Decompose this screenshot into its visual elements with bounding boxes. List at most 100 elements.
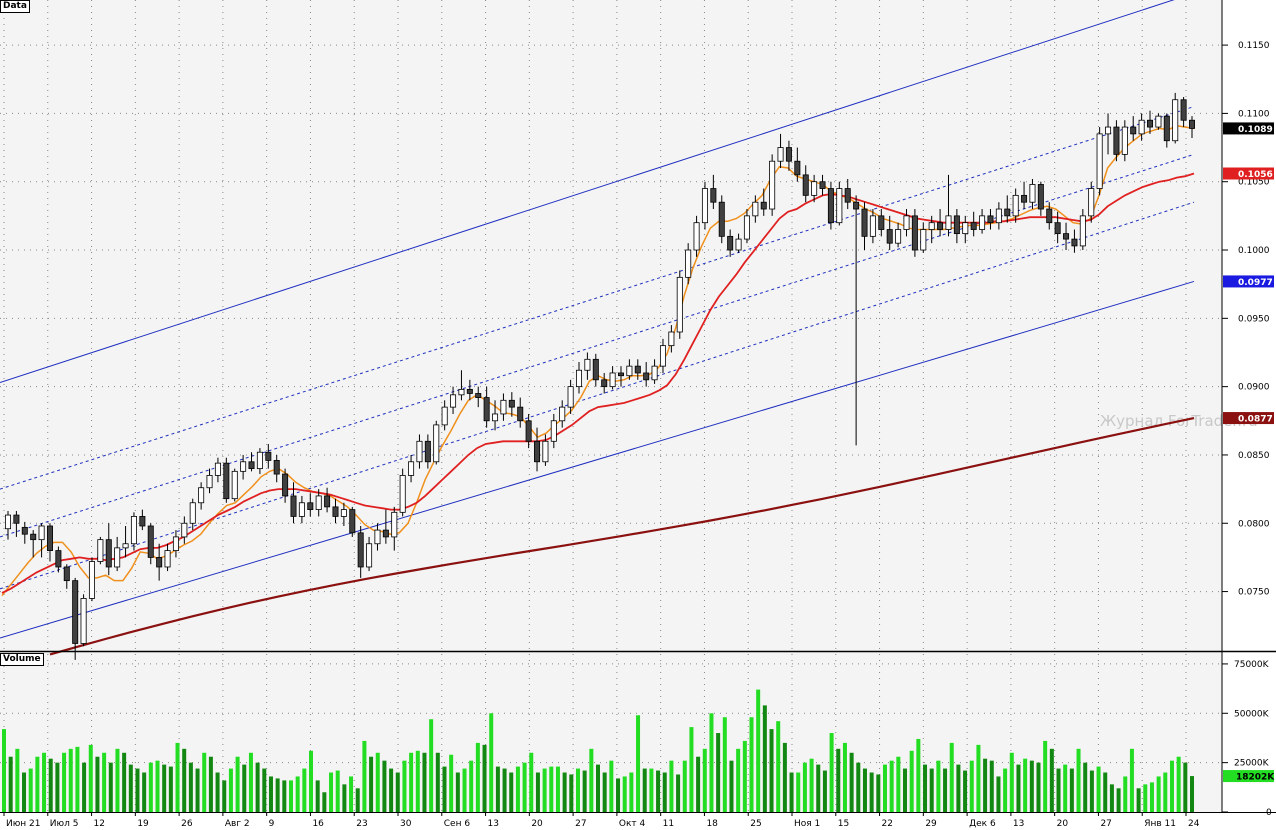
candle — [995, 202, 1002, 230]
candle — [231, 468, 238, 502]
volume-bar — [535, 772, 540, 812]
candle-body — [819, 181, 826, 189]
candle-body — [777, 147, 784, 162]
volume-bar — [1056, 768, 1061, 812]
candle-body — [601, 379, 608, 388]
candle-body — [307, 502, 314, 510]
candle-body — [1079, 215, 1086, 247]
volume-bar — [662, 772, 667, 812]
candle — [1046, 202, 1053, 230]
candle — [357, 525, 364, 578]
volume-bar — [355, 788, 360, 812]
candle — [1113, 120, 1120, 162]
volume-bar — [55, 762, 60, 812]
candle — [88, 557, 95, 602]
volume-bar — [502, 768, 507, 812]
candle — [97, 536, 104, 565]
volume-bar — [128, 764, 133, 812]
candle — [500, 393, 507, 421]
candle-body — [853, 201, 860, 210]
channel-solid-line — [0, 280, 1195, 639]
candle — [374, 523, 381, 551]
volume-bar — [228, 768, 233, 812]
candle — [559, 400, 566, 428]
candle — [802, 165, 809, 203]
volume-bar — [389, 768, 394, 812]
volume-bar — [449, 754, 454, 812]
candle-body — [1180, 99, 1187, 121]
candle — [240, 454, 247, 480]
candle-body — [214, 462, 221, 476]
candle — [46, 523, 53, 562]
candle — [895, 222, 902, 248]
time-tick-label: 16 — [312, 819, 324, 829]
candle — [878, 209, 885, 237]
volume-bar — [722, 717, 727, 812]
candle-body — [424, 440, 431, 463]
candle-body — [550, 420, 557, 442]
candle — [693, 215, 700, 257]
candle — [13, 510, 20, 537]
candle-body — [995, 208, 1002, 224]
candle — [576, 362, 583, 394]
candle-body — [189, 502, 196, 524]
candle — [617, 366, 624, 387]
volume-bar — [669, 760, 674, 812]
price-badge-label: 0.0877 — [1238, 415, 1273, 425]
volume-bar — [542, 768, 547, 812]
volume-bar — [1143, 784, 1148, 812]
candle — [534, 427, 541, 472]
volume-tick-label: 50000K — [1234, 709, 1270, 719]
volume-bar — [996, 776, 1001, 812]
candle — [399, 468, 406, 517]
candle — [63, 564, 70, 589]
candle — [256, 448, 263, 475]
candlesticks — [4, 92, 1196, 660]
candle — [483, 386, 490, 428]
volume-bar — [822, 770, 827, 812]
candle — [1130, 116, 1137, 141]
volume-bar — [869, 772, 874, 812]
candle — [307, 493, 314, 517]
candle — [181, 516, 188, 544]
volume-bar — [1016, 764, 1021, 812]
volume-bar — [916, 738, 921, 812]
candle-body — [240, 461, 247, 472]
time-tick-label: 29 — [925, 819, 937, 829]
candle — [626, 359, 633, 380]
volume-bar — [762, 705, 767, 812]
volume-bar — [782, 742, 787, 812]
volume-bar — [475, 742, 480, 812]
volume-bar — [1163, 772, 1168, 812]
volume-bars — [1, 689, 1195, 812]
volume-bar — [1109, 784, 1114, 812]
volume-bar — [1009, 752, 1014, 812]
volume-bar — [268, 776, 273, 812]
volume-bar — [135, 768, 140, 812]
candle-body — [710, 188, 717, 203]
volume-bar — [1103, 772, 1108, 812]
candle — [30, 530, 37, 558]
price-panel-bg — [0, 0, 1222, 651]
candle — [492, 400, 499, 431]
candle-body — [1046, 208, 1053, 224]
volume-bar — [395, 772, 400, 812]
price-badge: 0.0977 — [1223, 275, 1274, 288]
volume-bar — [769, 729, 774, 812]
candle-body — [340, 509, 347, 517]
candle — [416, 434, 423, 469]
candle-body — [1012, 194, 1019, 217]
volume-bar — [288, 780, 293, 812]
candle-body — [88, 561, 95, 599]
candle-body — [139, 516, 146, 527]
candle-body — [256, 451, 263, 470]
volume-bar — [295, 776, 300, 812]
candle — [147, 523, 154, 565]
volume-bar — [702, 748, 707, 812]
candle — [382, 509, 389, 544]
price-tick-label: 0.0900 — [1238, 383, 1270, 393]
candle-body — [676, 276, 683, 333]
candle — [1054, 211, 1061, 244]
volume-bar — [842, 742, 847, 812]
candle-body — [1172, 99, 1179, 142]
